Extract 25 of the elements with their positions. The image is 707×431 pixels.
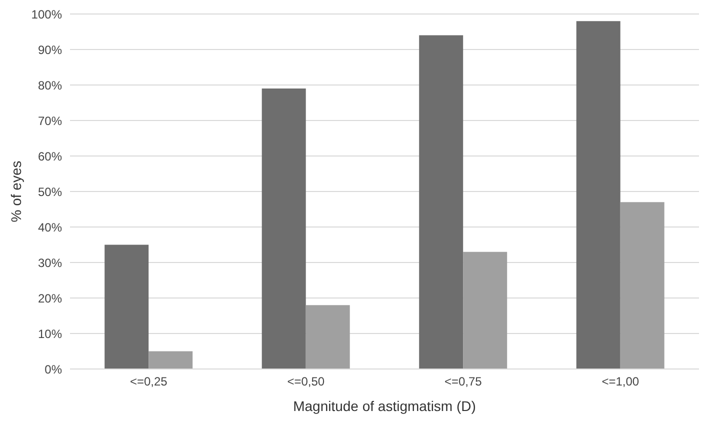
- y-tick-label: 70%: [38, 114, 62, 128]
- y-tick-label: 0%: [44, 362, 62, 376]
- bar: [576, 21, 620, 369]
- y-tick-label: 90%: [38, 42, 62, 57]
- x-tick-label: <=0,25: [130, 374, 168, 389]
- y-tick-label: 80%: [38, 78, 62, 92]
- y-tick-label: 100%: [31, 7, 62, 22]
- bar: [148, 351, 193, 369]
- bar: [104, 244, 149, 369]
- bar: [306, 305, 350, 369]
- y-tick-label: 50%: [38, 184, 62, 199]
- x-axis-title: Magnitude of astigmatism (D): [293, 398, 476, 414]
- y-tick-label: 30%: [38, 256, 62, 270]
- y-tick-label: 40%: [38, 220, 62, 234]
- y-tick-label: 60%: [38, 149, 62, 164]
- bar: [463, 252, 508, 369]
- y-tick-label: 20%: [38, 291, 62, 306]
- bar: [620, 202, 664, 369]
- bar: [419, 35, 464, 369]
- x-tick-label: <=1,00: [602, 374, 640, 389]
- x-tick-label: <=0,50: [287, 374, 325, 389]
- y-axis-title: % of eyes: [8, 160, 24, 222]
- bar: [262, 88, 306, 369]
- y-tick-label: 10%: [38, 326, 62, 341]
- x-tick-label: <=0,75: [444, 374, 482, 389]
